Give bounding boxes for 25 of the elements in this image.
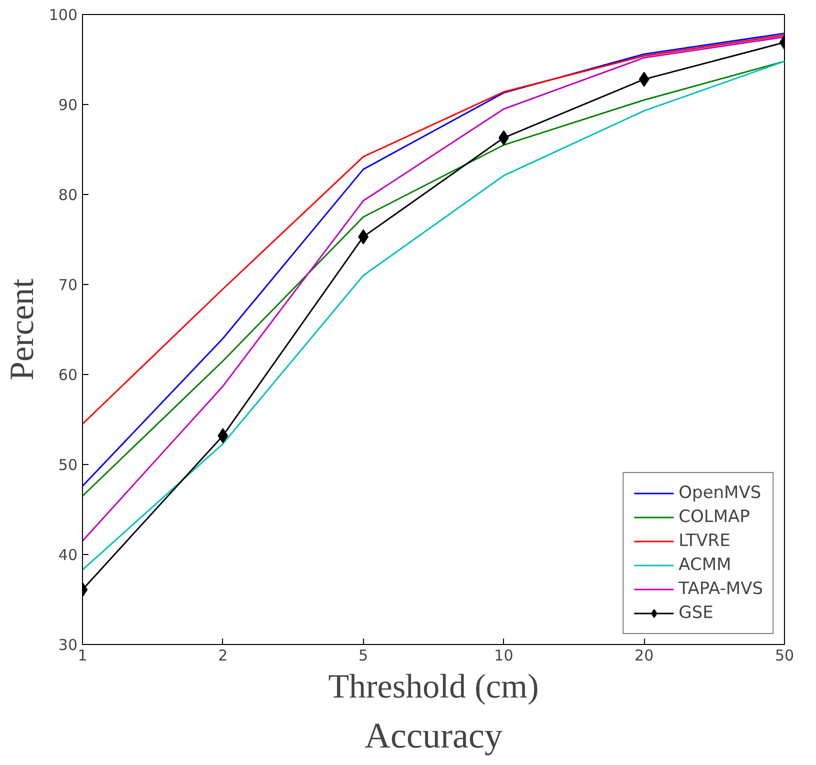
- y-tick-label: 60: [58, 366, 78, 384]
- x-tick-label: 5: [358, 646, 368, 664]
- x-tick-label: 2: [218, 646, 228, 664]
- x-tick-label: 50: [774, 646, 794, 664]
- x-tick-label: 20: [634, 646, 654, 664]
- legend-label: TAPA-MVS: [678, 579, 763, 599]
- y-tick-label: 100: [48, 6, 78, 24]
- x-axis-title: Threshold (cm): [328, 668, 539, 706]
- text: Accuracy: [364, 716, 502, 756]
- legend-label: ACMM: [678, 555, 732, 575]
- y-tick-label: 70: [58, 276, 78, 294]
- y-axis-title: Percent: [4, 278, 41, 380]
- legend-label: LTVRE: [678, 531, 730, 551]
- point: [218, 428, 228, 444]
- y-tick-label: 90: [58, 96, 78, 114]
- y-tick-label: 40: [58, 546, 78, 564]
- y-tick-label: 50: [58, 456, 78, 474]
- x-tick-label: 1: [78, 646, 88, 664]
- legend-label: OpenMVS: [678, 483, 762, 503]
- legend-label: COLMAP: [678, 507, 750, 527]
- legend-label: GSE: [678, 603, 714, 623]
- y-tick-label: 30: [58, 636, 78, 654]
- y-tick-label: 80: [58, 186, 78, 204]
- point: [638, 72, 650, 87]
- x-tick-label: 10: [494, 646, 514, 664]
